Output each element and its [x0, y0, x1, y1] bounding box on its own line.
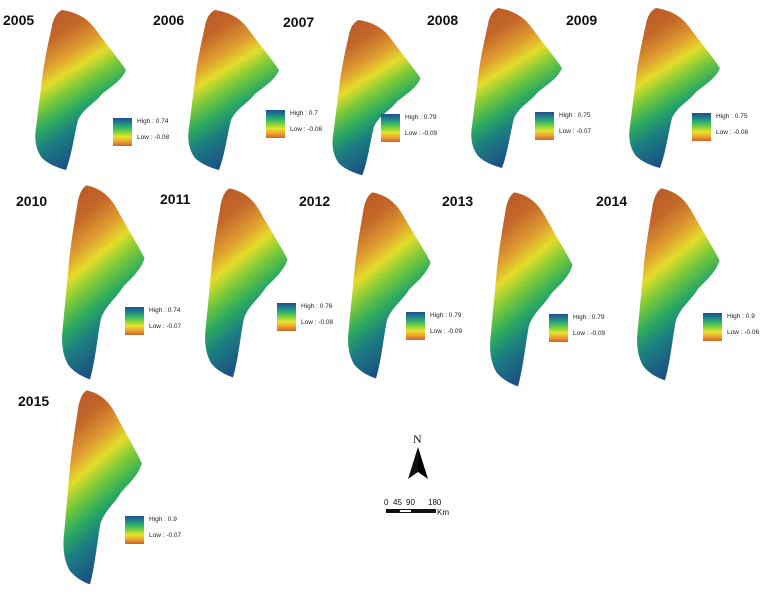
- year-label: 2014: [596, 193, 628, 209]
- color-ramp: [535, 112, 554, 140]
- legend-low: Low : -0.08: [137, 134, 170, 141]
- legend-high: High : 0.7: [290, 110, 318, 117]
- year-label: 2015: [18, 393, 50, 409]
- legend: High : 0.79 Low : -0.09: [549, 314, 609, 346]
- year-label: 2005: [3, 12, 35, 28]
- scale-segment: [399, 509, 412, 513]
- scale-unit: Km: [437, 508, 449, 517]
- scale-segment: [412, 509, 436, 513]
- legend: High : 0.9 Low : -0.07: [125, 516, 185, 548]
- legend-high: High : 0.79: [430, 312, 462, 319]
- legend-low: Low : -0.06: [727, 329, 760, 336]
- legend: High : 0.79 Low : -0.09: [406, 312, 466, 344]
- ndvi-map: [637, 188, 720, 381]
- legend-low: Low : -0.08: [716, 129, 749, 136]
- legend: High : 0.74 Low : -0.08: [113, 118, 173, 150]
- legend-high: High : 0.79: [573, 314, 605, 321]
- ndvi-map: [63, 390, 142, 585]
- legend-low: Low : -0.07: [149, 323, 182, 330]
- scale-tick: 45: [393, 498, 402, 507]
- north-arrow-icon: [408, 447, 428, 479]
- ndvi-map: [35, 10, 126, 170]
- north-label: N: [413, 432, 422, 446]
- year-label: 2006: [153, 12, 185, 28]
- color-ramp: [703, 313, 722, 341]
- legend: High : 0.75 Low : -0.08: [692, 113, 752, 145]
- year-label: 2009: [566, 12, 598, 28]
- year-label: 2011: [160, 191, 191, 207]
- ndvi-map: [332, 19, 421, 176]
- legend-low: Low : -0.08: [301, 319, 334, 326]
- color-ramp: [277, 303, 296, 331]
- legend-low: Low : -0.09: [430, 328, 463, 335]
- scale-tick: 180: [428, 498, 442, 507]
- scale-tick: 90: [406, 498, 415, 507]
- color-ramp: [692, 113, 711, 141]
- legend-low: Low : -0.07: [149, 532, 182, 539]
- color-ramp: [125, 307, 144, 335]
- legend-low: Low : -0.09: [573, 330, 606, 337]
- ndvi-map: [348, 192, 431, 379]
- legend-high: High : 0.9: [149, 516, 177, 523]
- color-ramp: [549, 314, 568, 342]
- scale-tick: 0: [384, 498, 389, 507]
- legend: High : 0.74 Low : -0.07: [125, 307, 185, 339]
- legend-high: High : 0.74: [137, 118, 169, 125]
- color-ramp: [113, 118, 132, 146]
- scale-bar: 0 45 90 180 Km: [383, 498, 463, 522]
- ndvi-map: [471, 8, 562, 168]
- legend-high: High : 0.74: [149, 307, 181, 314]
- legend: High : 0.79 Low : -0.09: [381, 114, 441, 146]
- legend: High : 0.75 Low : -0.07: [535, 112, 595, 144]
- legend-high: High : 0.75: [716, 113, 748, 120]
- legend: High : 0.7 Low : -0.08: [266, 110, 326, 142]
- legend-high: High : 0.75: [559, 112, 591, 119]
- ndvi-map: [490, 192, 573, 387]
- legend-low: Low : -0.09: [405, 130, 438, 137]
- color-ramp: [406, 312, 425, 340]
- scale-segment: [386, 509, 399, 513]
- year-label: 2008: [427, 12, 459, 28]
- color-ramp: [381, 114, 400, 142]
- ndvi-map: [188, 10, 279, 170]
- legend: High : 0.76 Low : -0.08: [277, 303, 337, 335]
- year-label: 2010: [16, 193, 48, 209]
- year-label: 2007: [283, 14, 315, 30]
- ndvi-map: [205, 188, 288, 378]
- legend-high: High : 0.76: [301, 303, 333, 310]
- color-ramp: [266, 110, 285, 138]
- ndvi-map: [629, 8, 720, 168]
- legend-high: High : 0.9: [727, 313, 755, 320]
- legend: High : 0.9 Low : -0.06: [703, 313, 762, 345]
- north-arrow: N: [405, 432, 431, 482]
- color-ramp: [125, 516, 144, 544]
- legend-low: Low : -0.07: [559, 128, 592, 135]
- legend-low: Low : -0.08: [290, 126, 323, 133]
- year-label: 2012: [299, 193, 331, 209]
- ndvi-map: [62, 185, 145, 380]
- year-label: 2013: [442, 193, 474, 209]
- legend-high: High : 0.79: [405, 114, 437, 121]
